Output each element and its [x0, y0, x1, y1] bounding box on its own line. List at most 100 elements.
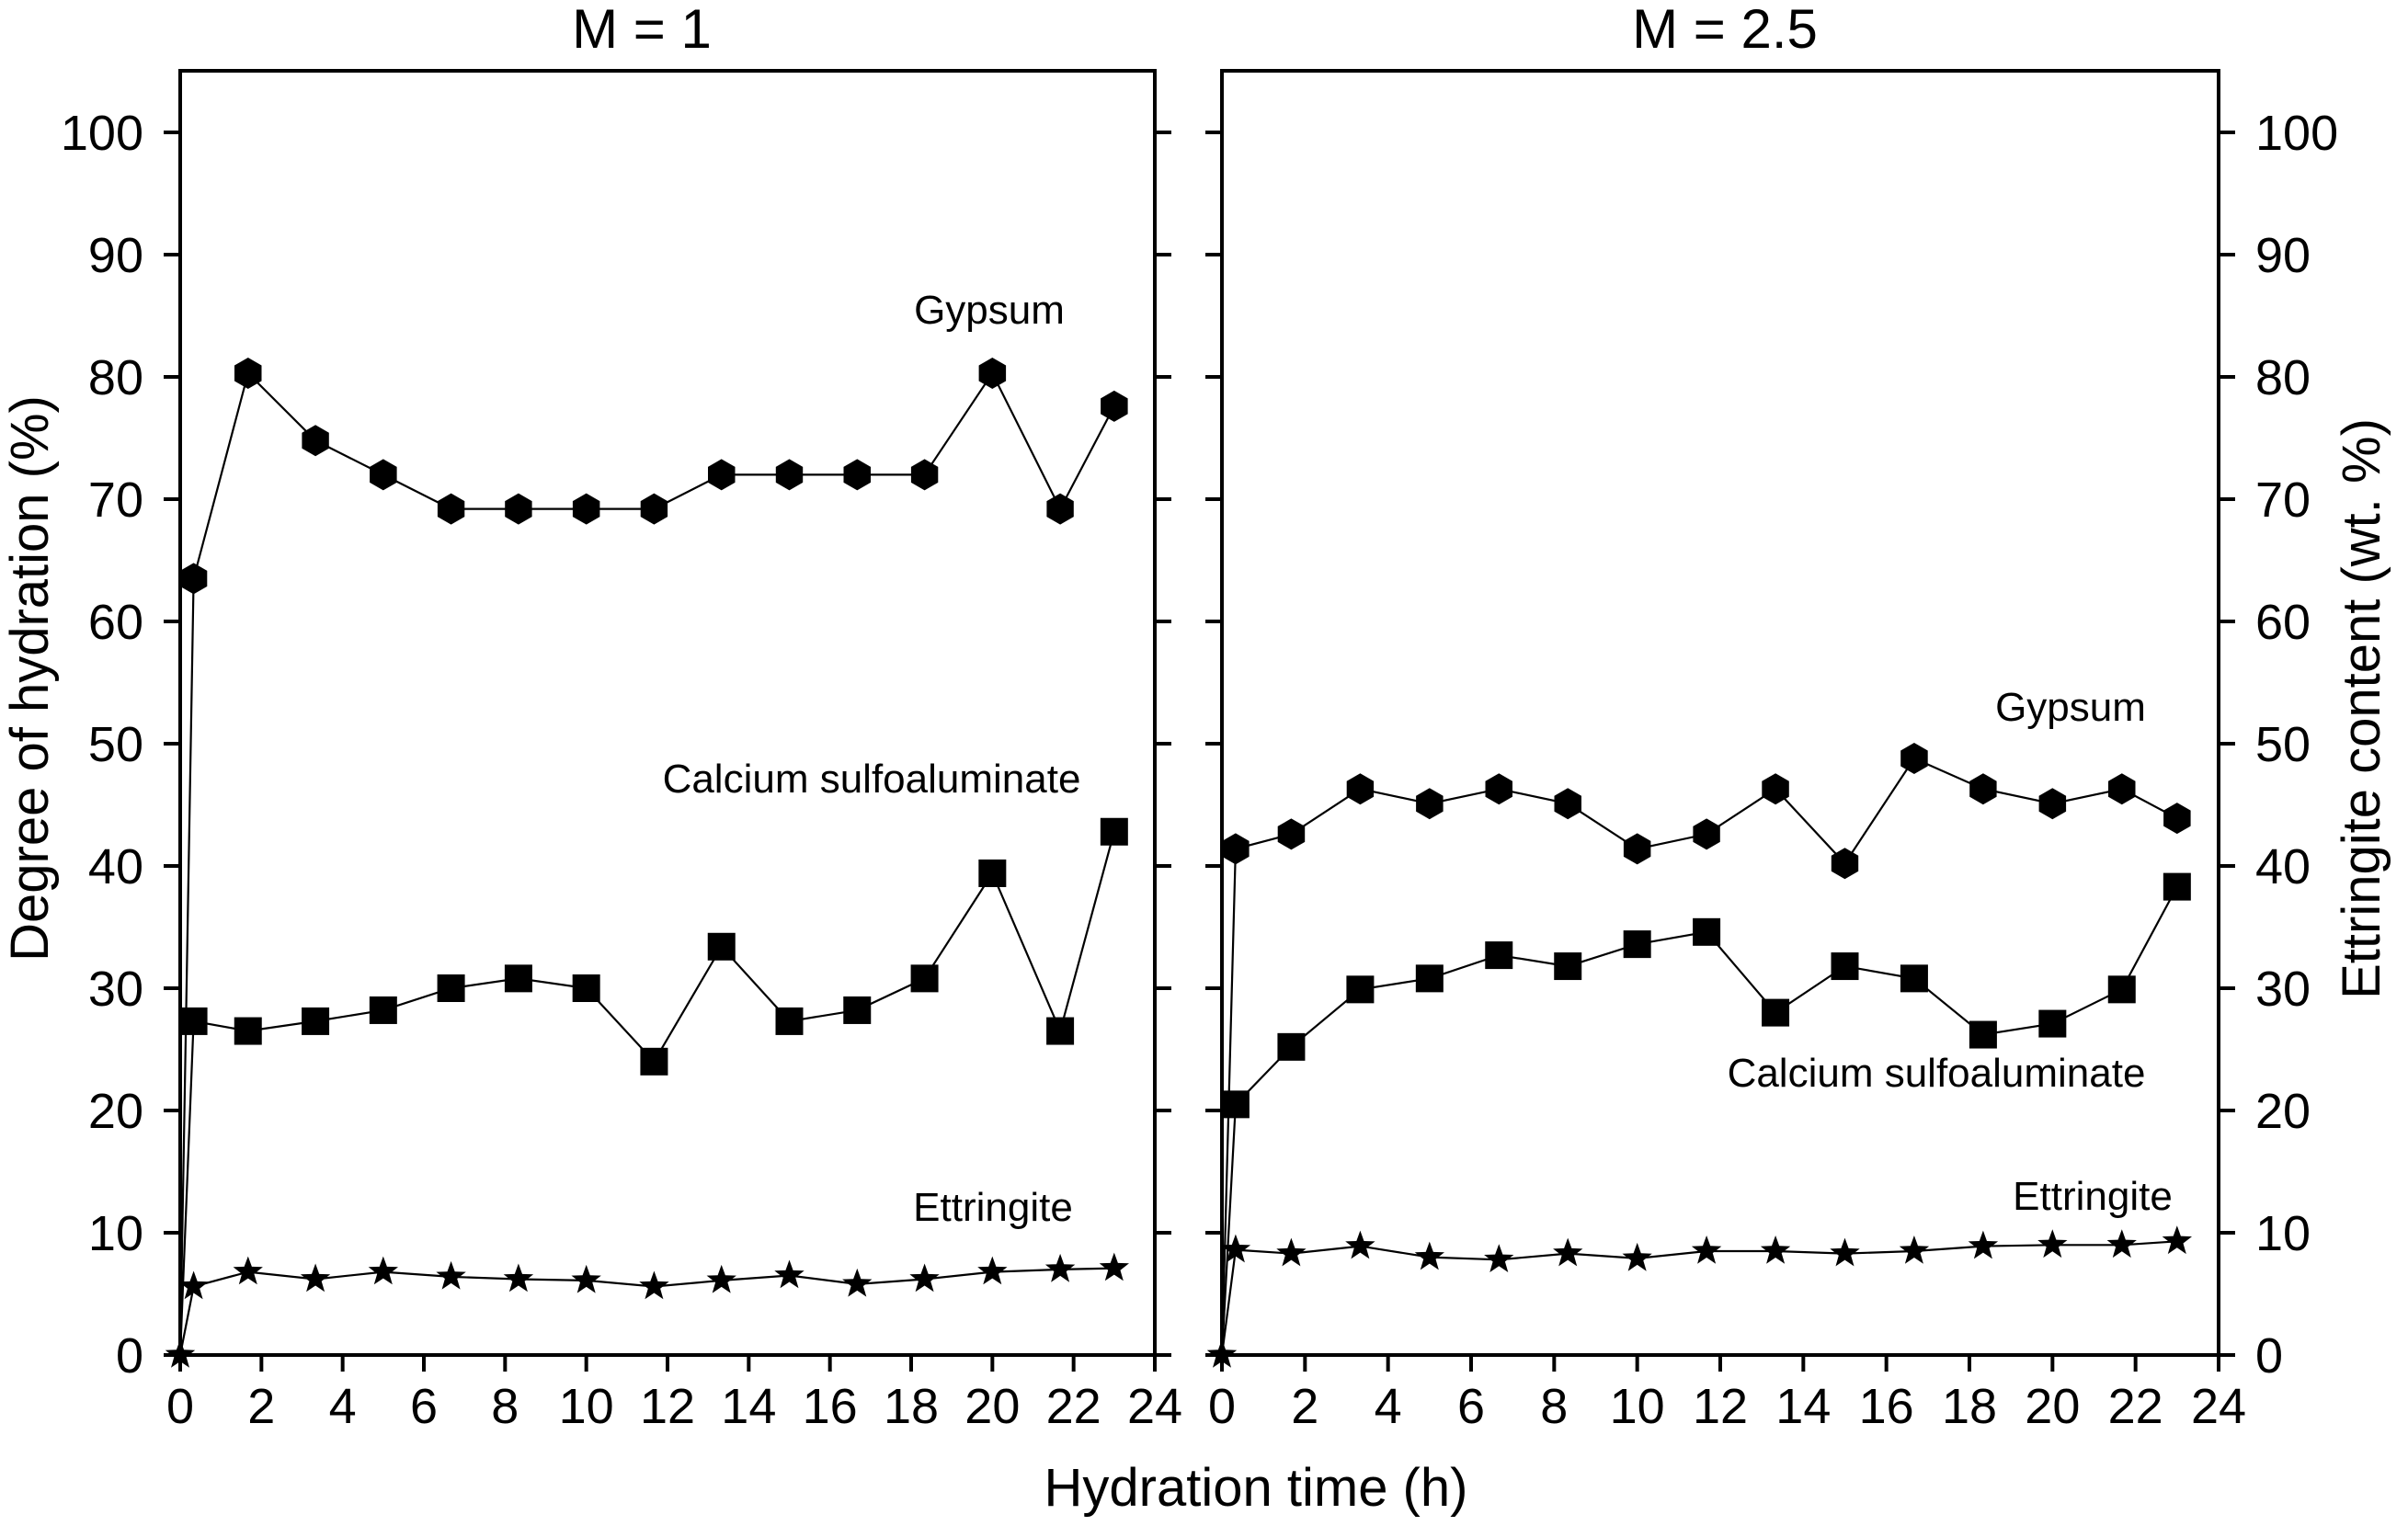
x-tick-label-m1: 16 [803, 1379, 858, 1434]
marker-ettringite-m1 [774, 1259, 805, 1289]
marker-ettringite-m1 [842, 1268, 873, 1297]
x-tick-label-m25: 4 [1375, 1379, 1402, 1434]
x-tick-label-m25: 16 [1859, 1379, 1914, 1434]
y-tick-label-right: 20 [2255, 1084, 2311, 1139]
y-tick-label-right: 40 [2255, 839, 2311, 894]
x-tick-label-m1: 22 [1046, 1379, 1101, 1434]
marker-calcium-sulfoaluminate-m1 [179, 1007, 208, 1035]
marker-ettringite-m25 [1691, 1236, 1722, 1264]
x-tick-label-m1: 2 [247, 1379, 275, 1434]
marker-calcium-sulfoaluminate-m1 [369, 996, 397, 1024]
marker-ettringite-m1 [706, 1264, 736, 1293]
x-tick-label-m1: 20 [964, 1379, 1020, 1434]
y-tick-label-left: 90 [88, 228, 143, 283]
series-line-calcium-sulfoaluminate-m1 [178, 831, 1115, 1356]
x-tick-label-m25: 20 [2025, 1379, 2080, 1434]
y-tick-label-left: 20 [88, 1084, 143, 1139]
marker-calcium-sulfoaluminate-m25 [1969, 1020, 1997, 1049]
marker-calcium-sulfoaluminate-m25 [1221, 1090, 1250, 1119]
marker-ettringite-m25 [1220, 1234, 1251, 1263]
marker-ettringite-m25 [1553, 1237, 1583, 1267]
marker-calcium-sulfoaluminate-m25 [2107, 975, 2136, 1004]
marker-gypsum-m1 [234, 358, 262, 389]
marker-ettringite-m1 [639, 1270, 669, 1300]
marker-calcium-sulfoaluminate-m25 [1277, 1032, 1306, 1061]
series-line-gypsum-m1 [178, 370, 1115, 1356]
annotation-csa-m1: Calcium sulfoaluminate [663, 757, 1081, 802]
marker-ettringite-m1 [300, 1263, 331, 1293]
plot-frame-m1 [178, 69, 1157, 1357]
marker-calcium-sulfoaluminate-m25 [1693, 917, 1721, 946]
annotation-csa-m25: Calcium sulfoaluminate [1728, 1051, 2146, 1096]
marker-gypsum-m1 [1046, 493, 1074, 525]
y-tick-label-left: 70 [88, 473, 143, 528]
marker-gypsum-m25 [1222, 833, 1250, 865]
y-tick-label-right: 0 [2255, 1328, 2283, 1384]
marker-ettringite-m1 [1099, 1252, 1129, 1281]
marker-ettringite-m1 [909, 1263, 940, 1293]
marker-gypsum-m25 [2038, 788, 2067, 820]
y-axis-title-left: Degree of hydration (%) [0, 395, 60, 962]
annotation-gypsum-m25: Gypsum [1995, 685, 2146, 730]
marker-gypsum-m1 [179, 563, 208, 595]
marker-ettringite-m1 [503, 1263, 534, 1293]
marker-calcium-sulfoaluminate-m1 [910, 964, 939, 993]
marker-calcium-sulfoaluminate-m1 [978, 859, 1007, 887]
y-tick-label-right: 50 [2255, 717, 2311, 772]
y-axis-title-right: Ettringite content (wt. %) [2332, 418, 2391, 999]
y-tick-label-right: 60 [2255, 595, 2311, 650]
marker-calcium-sulfoaluminate-m1 [843, 996, 872, 1024]
marker-ettringite-m25 [1968, 1230, 1999, 1259]
marker-ettringite-m25 [1622, 1242, 1652, 1271]
marker-ettringite-m1 [165, 1339, 196, 1368]
marker-calcium-sulfoaluminate-m1 [504, 964, 532, 993]
marker-calcium-sulfoaluminate-m25 [1623, 930, 1651, 959]
y-tick-label-left: 60 [88, 595, 143, 650]
series-line-ettringite-m1 [178, 1267, 1114, 1356]
x-tick-label-m25: 14 [1775, 1379, 1831, 1434]
marker-calcium-sulfoaluminate-m25 [1346, 975, 1375, 1004]
y-tick-label-left: 50 [88, 717, 143, 772]
marker-ettringite-m1 [977, 1256, 1008, 1285]
marker-gypsum-m1 [640, 493, 668, 525]
marker-calcium-sulfoaluminate-m1 [1100, 817, 1128, 846]
x-axis-title: Hydration time (h) [1044, 1458, 1468, 1518]
x-tick-label-m25: 10 [1610, 1379, 1665, 1434]
marker-gypsum-m25 [1346, 773, 1375, 805]
y-tick-label-right: 80 [2255, 350, 2311, 405]
marker-calcium-sulfoaluminate-m1 [775, 1007, 804, 1035]
x-tick-label-m25: 6 [1457, 1379, 1485, 1434]
marker-gypsum-m25 [2163, 803, 2191, 835]
marker-ettringite-m25 [1830, 1237, 1860, 1267]
marker-ettringite-m25 [1484, 1244, 1514, 1272]
marker-ettringite-m25 [2162, 1225, 2192, 1255]
annotation-gypsum-m1: Gypsum [914, 288, 1065, 333]
marker-gypsum-m1 [302, 425, 329, 457]
marker-gypsum-m1 [775, 459, 804, 491]
marker-calcium-sulfoaluminate-m25 [1554, 952, 1582, 981]
marker-gypsum-m25 [1416, 788, 1444, 820]
marker-calcium-sulfoaluminate-m25 [2163, 872, 2191, 901]
y-tick-label-right: 100 [2255, 106, 2338, 161]
x-tick-label-m1: 14 [721, 1379, 776, 1434]
marker-ettringite-m1 [178, 1270, 209, 1300]
marker-ettringite-m25 [2106, 1229, 2137, 1258]
marker-calcium-sulfoaluminate-m25 [1485, 941, 1513, 970]
x-tick-label-m1: 12 [640, 1379, 695, 1434]
y-tick-label-left: 80 [88, 350, 143, 405]
x-tick-label-m25: 22 [2108, 1379, 2163, 1434]
marker-gypsum-m1 [910, 459, 939, 491]
panel-title-m25: M = 2.5 [1632, 0, 1818, 60]
marker-gypsum-m1 [370, 459, 397, 491]
marker-gypsum-m25 [1762, 773, 1789, 805]
marker-calcium-sulfoaluminate-m1 [640, 1047, 668, 1076]
series-line-ettringite-m25 [1220, 1240, 2177, 1356]
x-tick-label-m25: 12 [1693, 1379, 1748, 1434]
marker-ettringite-m1 [368, 1256, 398, 1285]
marker-calcium-sulfoaluminate-m1 [572, 974, 600, 1002]
marker-ettringite-m25 [1276, 1237, 1307, 1267]
x-tick-label-m25: 0 [1208, 1379, 1236, 1434]
marker-gypsum-m1 [1101, 390, 1128, 422]
y-tick-label-right: 90 [2255, 228, 2311, 283]
